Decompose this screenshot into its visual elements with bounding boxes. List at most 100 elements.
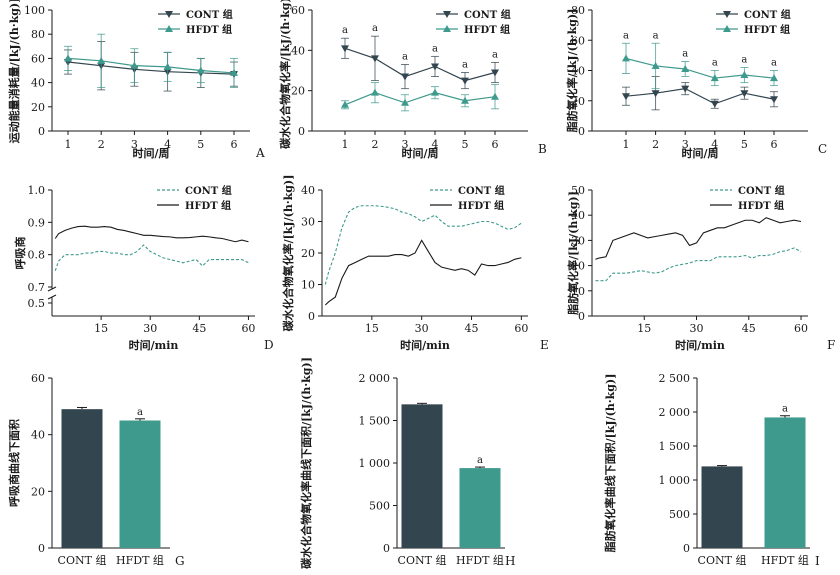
y-tick-label: 20 — [291, 85, 305, 98]
chart-G: 0 20 40 60 呼吸商曲线下面积 G CONT 组 HFDT 组 a — [7, 372, 185, 568]
significance-label: a — [623, 30, 629, 41]
series-line-hfdt — [54, 225, 249, 243]
x-tick-label: 2 — [652, 138, 659, 151]
data-point — [651, 90, 660, 98]
y-tick-label: 0 — [578, 125, 585, 138]
legend-marker — [165, 25, 173, 32]
x-tick-label: 60 — [241, 322, 255, 335]
data-point — [196, 66, 205, 74]
x-tick-label: CONT 组 — [58, 553, 107, 567]
y-tick-label: 40 — [291, 44, 305, 57]
y-tick-label: 60 — [291, 4, 305, 17]
x-tick-label: 15 — [365, 322, 379, 335]
y-tick-label: 1 000 — [659, 474, 691, 487]
series-cont — [622, 76, 778, 111]
series-hfdt — [64, 33, 238, 88]
bar-cont — [701, 466, 743, 548]
x-tick-label: 30 — [415, 322, 429, 335]
data-point — [710, 100, 719, 108]
y-tick-label: 20 — [301, 247, 315, 260]
chart-E: 0 10 20 30 40 15 30 45 60 时间/min 碳水化合物氧化率/[kJ/(h·k… — [281, 175, 549, 352]
legend-label: HFDT 组 — [186, 23, 232, 36]
x-tick-label: 45 — [465, 322, 479, 335]
x-tick-label: 1 — [65, 138, 72, 151]
legend-label: CONT 组 — [464, 8, 511, 21]
y-tick-label: 40 — [31, 77, 45, 90]
y-tick-label: 0 — [308, 310, 315, 323]
x-tick-label: 6 — [231, 138, 238, 151]
x-tick-label: 15 — [637, 322, 651, 335]
legend-label: CONT 组 — [738, 184, 785, 197]
y-tick-label: 1 500 — [359, 415, 391, 428]
data-point — [681, 85, 690, 93]
x-tick-label: 60 — [514, 322, 528, 335]
panel-label: G — [175, 554, 185, 568]
y-tick-label: 0 — [298, 125, 305, 138]
y-tick-label: 0.7 — [28, 281, 46, 294]
legend-label: CONT 组 — [744, 8, 791, 21]
panel-label: H — [505, 554, 515, 568]
y-tick-label: 1 000 — [359, 457, 391, 470]
data-point — [461, 96, 469, 104]
y-tick-label: 100 — [24, 4, 45, 17]
x-axis-label: 时间/min — [129, 338, 179, 352]
chart-H: 0 500 1 000 1 500 2 000 碳水化合物氧化率曲线下面积/[kJ/(h·… — [299, 357, 515, 569]
x-axis-label: 时间/周 — [401, 146, 438, 160]
x-tick-label: 60 — [794, 322, 808, 335]
panel-label: I — [815, 554, 820, 568]
x-tick-label: 4 — [432, 138, 439, 151]
y-axis-label: 脂肪氧化率/[kJ/(h·kg)] — [566, 191, 580, 316]
x-tick-label: 6 — [771, 138, 778, 151]
legend-marker — [443, 25, 451, 32]
x-tick-label: 30 — [143, 322, 157, 335]
y-tick-label: 50 — [571, 184, 585, 197]
data-point — [491, 69, 499, 77]
legend-marker — [723, 11, 731, 18]
bar-hfdt — [459, 468, 501, 548]
x-tick-label: HFDT 组 — [116, 553, 164, 567]
y-axis-label: 碳水化合物氧化率/[kJ/(h·kg)] — [278, 0, 292, 149]
chart-C: 0 20 40 60 80 1 2 3 4 5 6 时间/周 脂肪氧化率/[kJ/(h·kg)] Ca a a… — [565, 4, 827, 160]
chart-B: 0 20 40 60 1 2 3 4 5 6 时间/周 碳水化合物氧化率/[kJ/(h·kg)] Ba a… — [278, 0, 547, 160]
x-tick-label: 5 — [197, 138, 204, 151]
y-tick-label: 0 — [38, 542, 45, 555]
y-tick-label: 10 — [571, 285, 585, 298]
x-tick-label: 3 — [682, 138, 689, 151]
x-tick-label: HFDT 组 — [761, 553, 809, 567]
x-tick-label: 1 — [342, 138, 349, 151]
x-tick-label: HFDT 组 — [456, 553, 504, 567]
y-axis-label: 碳水化合物氧化率/[kJ/(h·kg)] — [281, 175, 295, 332]
data-point — [740, 71, 749, 79]
x-tick-label: 30 — [690, 322, 704, 335]
y-tick-label: 40 — [571, 209, 585, 222]
y-tick-label: 60 — [31, 372, 45, 385]
data-point — [431, 88, 439, 96]
legend-label: CONT 组 — [185, 184, 232, 197]
data-point — [622, 54, 630, 62]
x-tick-label: 4 — [164, 138, 171, 151]
x-tick-label: CONT 组 — [698, 553, 747, 567]
bar-cont — [61, 409, 103, 548]
series-line — [344, 92, 496, 106]
series-hfdt — [622, 42, 778, 90]
x-tick-label: 4 — [711, 138, 718, 151]
y-tick-label: 0 — [683, 542, 690, 555]
panel-label: B — [538, 142, 547, 156]
y-tick-label: 0.9 — [28, 216, 46, 229]
y-tick-label: 2 000 — [359, 372, 391, 385]
series-line — [67, 61, 235, 75]
y-axis-label: 脂肪氧化率曲线下面积/[kJ/(h·kg)] — [603, 374, 617, 554]
y-axis-label: 碳水化合物氧化率曲线下面积/[kJ/(h·kg)] — [299, 357, 313, 569]
x-axis-label: 时间/周 — [681, 146, 718, 160]
y-tick-label: 0 — [383, 542, 390, 555]
x-tick-label: 5 — [462, 138, 469, 151]
y-tick-label: 2 000 — [659, 406, 691, 419]
data-point — [770, 96, 778, 104]
bar-hfdt — [119, 420, 161, 548]
significance-label: a — [492, 49, 498, 60]
y-axis-label: 呼吸商曲线下面积 — [7, 419, 21, 507]
legend-label: HFDT 组 — [464, 23, 510, 36]
series-cont — [341, 35, 499, 90]
y-tick-label: 2 500 — [659, 372, 691, 385]
data-point — [371, 88, 379, 96]
